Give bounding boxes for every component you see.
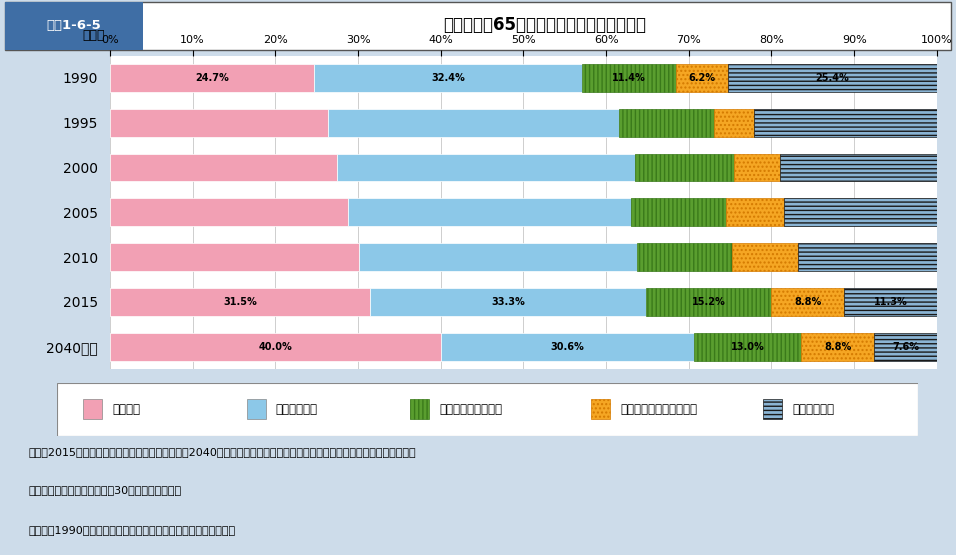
Text: 30.6%: 30.6% xyxy=(551,342,584,352)
Text: 計（全国推計）」（平成30年推計）による。: 計（全国推計）」（平成30年推計）による。 xyxy=(29,485,182,495)
Text: （注）　1990年は「世帯の家族類型」旧分類区分に基づき集計。: （注） 1990年は「世帯の家族類型」旧分類区分に基づき集計。 xyxy=(29,525,236,535)
Bar xyxy=(110,109,328,137)
Bar xyxy=(646,288,771,316)
Text: 11.4%: 11.4% xyxy=(613,73,646,83)
Bar xyxy=(110,288,370,316)
Text: 24.7%: 24.7% xyxy=(195,73,228,83)
Text: 11.3%: 11.3% xyxy=(874,297,907,307)
Bar xyxy=(780,154,937,181)
Bar xyxy=(110,64,315,92)
Bar xyxy=(844,288,937,316)
Bar xyxy=(110,243,358,271)
Bar xyxy=(731,243,798,271)
Text: 33.3%: 33.3% xyxy=(491,297,525,307)
Bar xyxy=(801,333,874,361)
Bar xyxy=(728,64,937,92)
Bar xyxy=(328,109,619,137)
Bar xyxy=(619,109,714,137)
Bar xyxy=(874,333,937,361)
Bar xyxy=(798,243,937,271)
Text: 32.4%: 32.4% xyxy=(431,73,465,83)
Text: 6.2%: 6.2% xyxy=(688,73,715,83)
Text: 25.4%: 25.4% xyxy=(815,73,849,83)
Text: 7.6%: 7.6% xyxy=(892,342,919,352)
Bar xyxy=(631,198,726,226)
Bar xyxy=(784,198,937,226)
Bar xyxy=(582,64,677,92)
Bar xyxy=(110,154,337,181)
Bar xyxy=(247,399,266,420)
Text: 8.8%: 8.8% xyxy=(824,342,851,352)
Text: 単独世帯: 単独世帯 xyxy=(113,403,141,416)
Bar xyxy=(635,154,734,181)
Bar xyxy=(754,109,937,137)
Bar xyxy=(763,399,782,420)
Bar xyxy=(771,288,844,316)
Bar xyxy=(5,2,143,50)
Text: その他の世帯: その他の世帯 xyxy=(793,403,835,416)
Text: 40.0%: 40.0% xyxy=(258,342,293,352)
Bar xyxy=(110,198,348,226)
Text: 図表1-6-5: 図表1-6-5 xyxy=(46,19,101,32)
Text: 夫婦と子どもの世帯: 夫婦と子どもの世帯 xyxy=(440,403,502,416)
Bar xyxy=(110,333,441,361)
Bar xyxy=(83,399,102,420)
Text: ひとり親と子どもの世帯: ひとり親と子どもの世帯 xyxy=(620,403,697,416)
Bar xyxy=(591,399,610,420)
Bar xyxy=(734,154,780,181)
Text: （年）: （年） xyxy=(82,29,105,42)
Text: 世帯主年齢65歳以上世帯の世帯類型の推移: 世帯主年齢65歳以上世帯の世帯類型の推移 xyxy=(444,16,646,34)
Text: 資料：2015年までは総務省統計局「国勢調査」、2040年推計値は国立社会保障・人口問題研究所「日本の世帯数の将来推: 資料：2015年までは総務省統計局「国勢調査」、2040年推計値は国立社会保障・… xyxy=(29,447,416,457)
Bar xyxy=(726,198,784,226)
Bar xyxy=(358,243,637,271)
Bar xyxy=(370,288,646,316)
Bar xyxy=(348,198,631,226)
Text: 15.2%: 15.2% xyxy=(692,297,726,307)
Bar xyxy=(677,64,728,92)
Text: 8.8%: 8.8% xyxy=(794,297,821,307)
Text: 31.5%: 31.5% xyxy=(224,297,257,307)
Text: 13.0%: 13.0% xyxy=(730,342,765,352)
Bar xyxy=(315,64,582,92)
Bar xyxy=(694,333,801,361)
Text: 夫婦のみ世帯: 夫婦のみ世帯 xyxy=(276,403,318,416)
Bar xyxy=(410,399,429,420)
Bar xyxy=(714,109,754,137)
Bar xyxy=(337,154,635,181)
Bar xyxy=(637,243,731,271)
Bar xyxy=(441,333,694,361)
